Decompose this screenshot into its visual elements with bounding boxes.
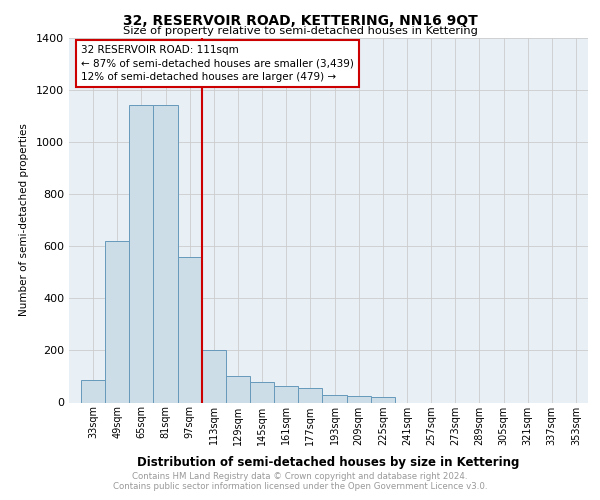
Bar <box>81 380 105 402</box>
Bar <box>298 388 322 402</box>
X-axis label: Distribution of semi-detached houses by size in Kettering: Distribution of semi-detached houses by … <box>137 456 520 469</box>
Text: Contains HM Land Registry data © Crown copyright and database right 2024.
Contai: Contains HM Land Registry data © Crown c… <box>113 472 487 491</box>
Y-axis label: Number of semi-detached properties: Number of semi-detached properties <box>19 124 29 316</box>
Text: 32, RESERVOIR ROAD, KETTERING, NN16 9QT: 32, RESERVOIR ROAD, KETTERING, NN16 9QT <box>122 14 478 28</box>
Bar <box>105 241 130 402</box>
Bar <box>130 106 154 403</box>
Text: Size of property relative to semi-detached houses in Kettering: Size of property relative to semi-detach… <box>122 26 478 36</box>
Bar <box>178 256 202 402</box>
Bar <box>226 376 250 402</box>
Bar <box>154 106 178 403</box>
Bar <box>274 386 298 402</box>
Bar <box>202 350 226 403</box>
Bar <box>371 398 395 402</box>
Bar <box>347 396 371 402</box>
Bar <box>322 394 347 402</box>
Text: 32 RESERVOIR ROAD: 111sqm
← 87% of semi-detached houses are smaller (3,439)
12% : 32 RESERVOIR ROAD: 111sqm ← 87% of semi-… <box>81 46 354 82</box>
Bar <box>250 382 274 402</box>
